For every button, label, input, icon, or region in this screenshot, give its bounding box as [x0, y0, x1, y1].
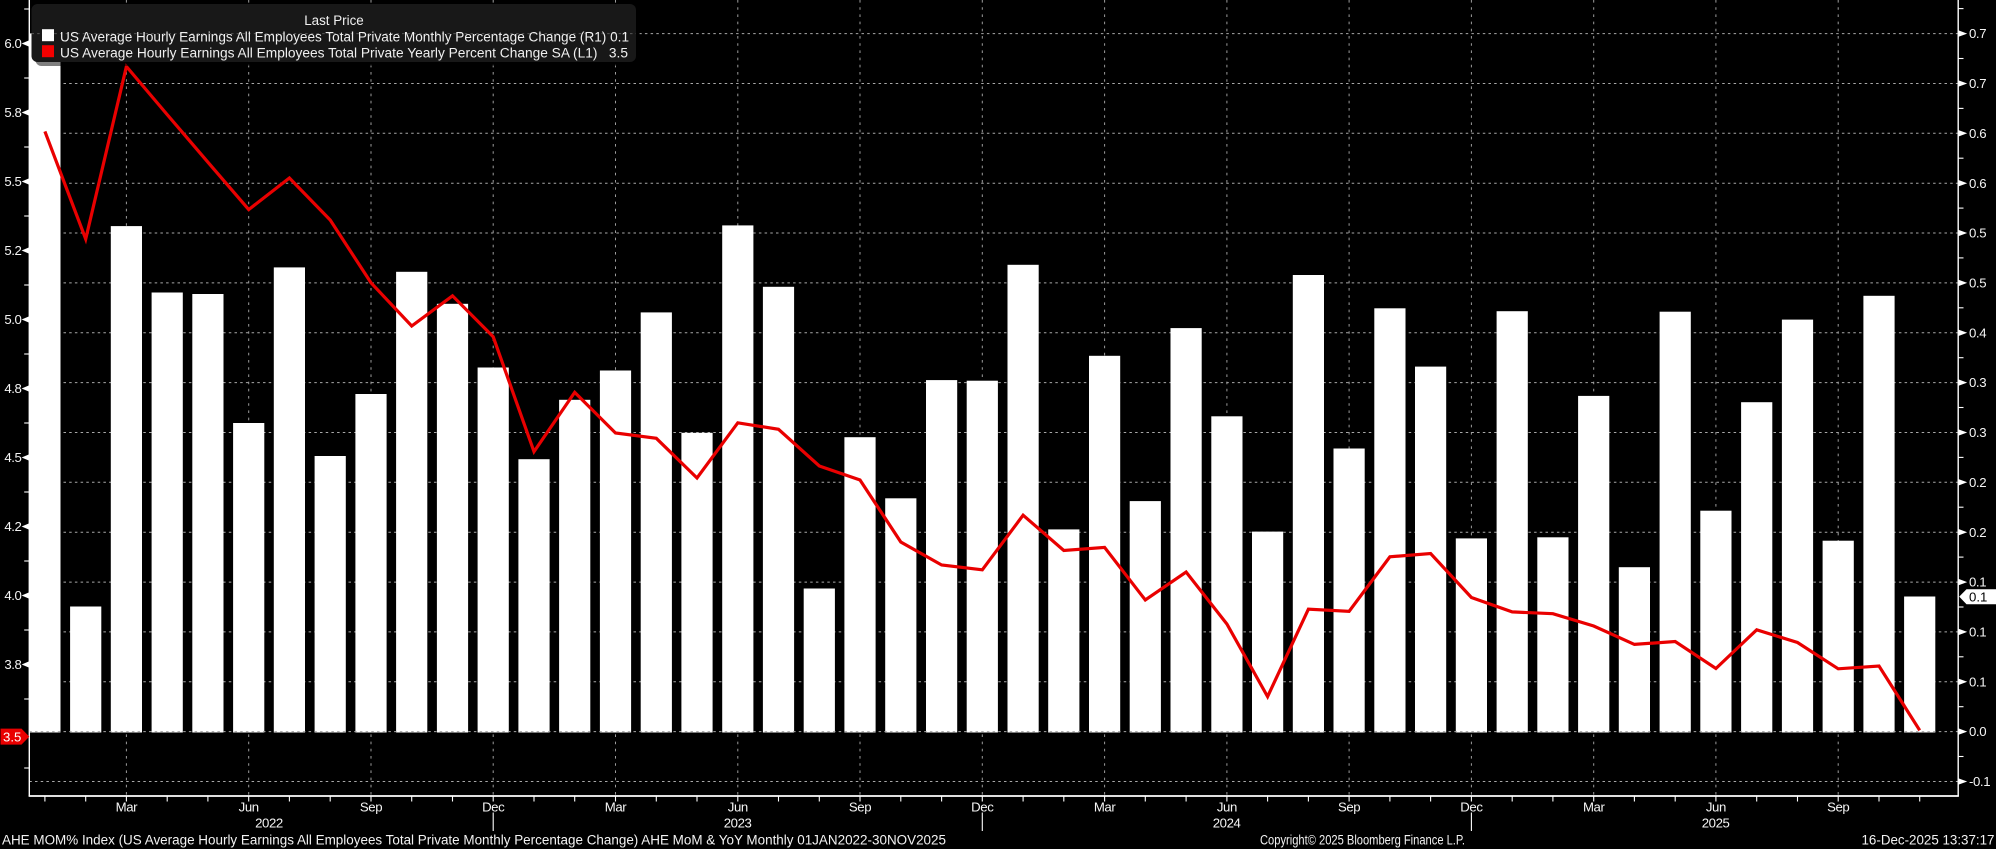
svg-text:Jun: Jun	[728, 800, 748, 815]
svg-text:2022: 2022	[255, 816, 283, 831]
svg-text:Last Price: Last Price	[304, 13, 364, 28]
svg-text:Jun: Jun	[1706, 800, 1726, 815]
svg-text:Mar: Mar	[1583, 800, 1606, 815]
svg-text:2024: 2024	[1213, 816, 1241, 831]
svg-text:0.7: 0.7	[1969, 76, 1986, 91]
svg-text:Mar: Mar	[605, 800, 628, 815]
svg-text:0.1: 0.1	[1969, 674, 1986, 689]
svg-text:5.2: 5.2	[4, 243, 21, 258]
svg-text:0.1: 0.1	[1969, 590, 1987, 605]
svg-text:3.5: 3.5	[3, 729, 21, 744]
svg-text:4.5: 4.5	[4, 450, 21, 465]
svg-text:0.4: 0.4	[1969, 325, 1986, 340]
svg-text:Sep: Sep	[360, 800, 382, 815]
svg-text:0.2: 0.2	[1969, 475, 1986, 490]
svg-text:5.0: 5.0	[4, 312, 21, 327]
svg-text:Dec: Dec	[971, 800, 994, 815]
svg-text:6.0: 6.0	[4, 36, 21, 51]
svg-text:US Average Hourly Earnings All: US Average Hourly Earnings All Employees…	[60, 29, 629, 44]
svg-text:16-Dec-2025 13:37:17: 16-Dec-2025 13:37:17	[1862, 833, 1995, 848]
svg-text:0.3: 0.3	[1969, 375, 1986, 390]
svg-text:2023: 2023	[724, 816, 752, 831]
svg-text:0.5: 0.5	[1969, 276, 1986, 291]
svg-text:0.2: 0.2	[1969, 525, 1986, 540]
svg-text:4.0: 4.0	[4, 588, 21, 603]
svg-text:0.3: 0.3	[1969, 425, 1986, 440]
svg-text:0.1: 0.1	[1969, 625, 1986, 640]
svg-text:-0.1: -0.1	[1969, 774, 1990, 789]
svg-text:Mar: Mar	[116, 800, 139, 815]
svg-text:0.7: 0.7	[1969, 26, 1986, 41]
svg-text:Copyright© 2025 Bloomberg Fina: Copyright© 2025 Bloomberg Finance L.P.	[1260, 833, 1465, 848]
svg-text:Jun: Jun	[239, 800, 259, 815]
svg-text:Dec: Dec	[482, 800, 505, 815]
svg-text:Mar: Mar	[1094, 800, 1117, 815]
svg-text:0.5: 0.5	[1969, 226, 1986, 241]
svg-text:Dec: Dec	[1460, 800, 1483, 815]
svg-text:Jun: Jun	[1217, 800, 1237, 815]
svg-text:0.1: 0.1	[1969, 575, 1986, 590]
svg-text:0.6: 0.6	[1969, 126, 1986, 141]
svg-text:5.5: 5.5	[4, 174, 21, 189]
svg-text:US Average Hourly Earnings All: US Average Hourly Earnings All Employees…	[60, 45, 628, 60]
svg-text:0.0: 0.0	[1969, 724, 1986, 739]
svg-text:0.6: 0.6	[1969, 176, 1986, 191]
svg-text:Sep: Sep	[849, 800, 871, 815]
svg-text:4.8: 4.8	[4, 381, 21, 396]
svg-text:5.8: 5.8	[4, 105, 21, 120]
svg-text:2025: 2025	[1702, 816, 1730, 831]
svg-text:Sep: Sep	[1827, 800, 1849, 815]
svg-text:3.8: 3.8	[4, 657, 21, 672]
svg-text:Sep: Sep	[1338, 800, 1360, 815]
svg-text:AHE MOM% Index (US Average Hou: AHE MOM% Index (US Average Hourly Earnin…	[2, 833, 946, 848]
svg-text:4.2: 4.2	[4, 519, 21, 534]
